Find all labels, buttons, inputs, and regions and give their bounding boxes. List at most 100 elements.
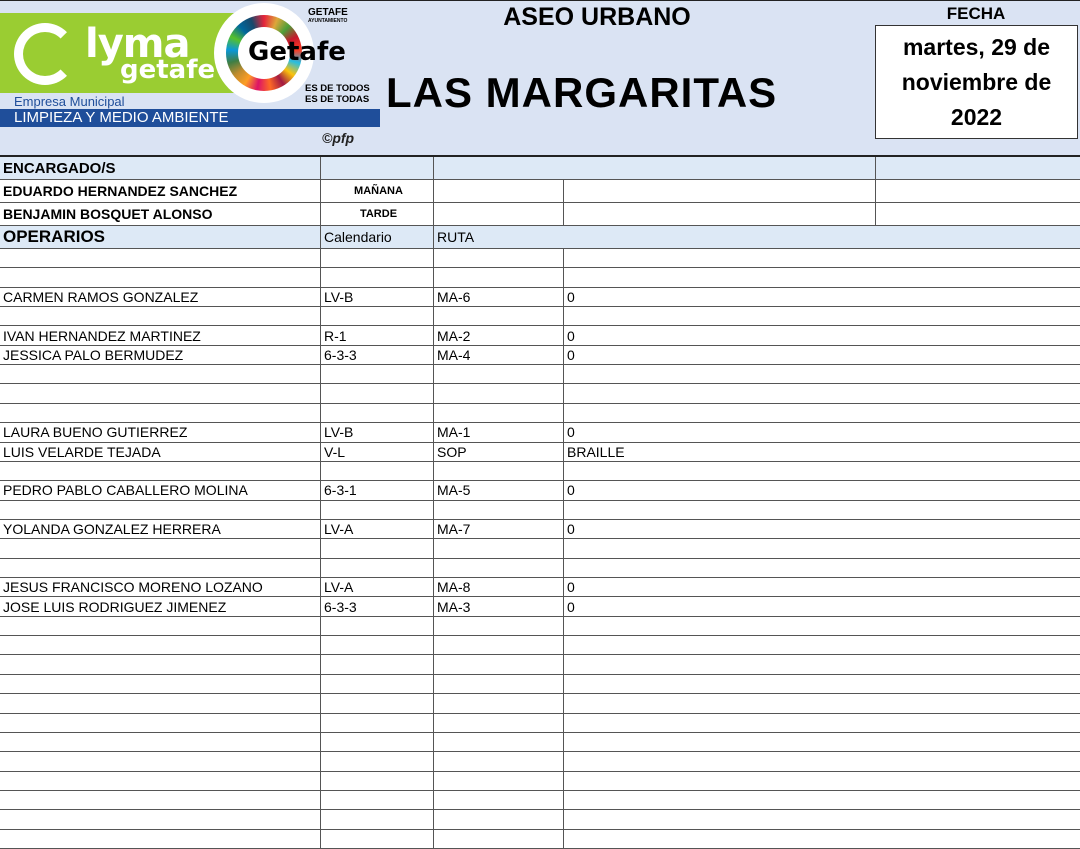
operario-calendario: 6-3-1 [320,481,357,500]
encargado-name: BENJAMIN BOSQUET ALONSO [3,206,213,222]
encargado-shift: TARDE [320,203,433,225]
empresa-label: Empresa Municipal [14,94,125,109]
operario-extra [563,558,567,578]
table-row [0,558,1080,579]
operario-extra: 0 [563,345,575,365]
operario-extra [563,713,567,732]
operario-calendario [320,752,324,771]
operario-name [0,404,3,422]
operario-name [0,675,3,693]
table-row [0,268,1080,288]
operario-name: JOSE LUIS RODRIGUEZ JIMENEZ [3,598,227,615]
table-row: JESSICA PALO BERMUDEZ 6-3-3 MA-4 0 [0,345,1080,366]
operario-calendario [320,771,324,790]
operario-ruta [433,752,437,771]
operario-ruta [433,616,437,636]
operario-ruta: MA-5 [433,481,470,500]
operario-extra [563,752,567,771]
col-ruta: RUTA [433,226,474,248]
operario-calendario [320,790,324,810]
operario-calendario: V-L [320,442,345,461]
operario-ruta [433,790,437,810]
operario-name: CARMEN RAMOS GONZALEZ [3,288,199,305]
operario-ruta [433,268,437,287]
table-row [0,829,1080,849]
operario-name [0,810,3,828]
operario-extra: 0 [563,326,575,345]
lyma-swirl-icon [14,23,76,85]
operario-name [0,636,3,654]
operario-calendario [320,461,324,481]
operario-ruta [433,674,437,694]
table-row [0,461,1080,482]
operario-calendario [320,616,324,636]
table-row: JOSE LUIS RODRIGUEZ JIMENEZ 6-3-3 MA-3 0 [0,597,1080,617]
operario-name [0,830,3,848]
operario-extra [563,616,567,636]
operario-extra [563,636,567,655]
table-row [0,752,1080,772]
operario-ruta: MA-7 [433,519,470,539]
operario-ruta: MA-2 [433,326,470,345]
table-row: PEDRO PABLO CABALLERO MOLINA 6-3-1 MA-5 0 [0,481,1080,501]
operario-calendario: LV-B [320,423,353,442]
operario-name [0,733,3,751]
sheet-header: lyma getafe Getafe ES DE TODOS ES DE TODA… [0,0,1080,157]
operario-name [0,539,3,557]
table-row [0,539,1080,559]
operario-ruta [433,461,437,481]
operario-calendario [320,694,324,713]
operario-calendario [320,810,324,829]
operario-extra [563,694,567,713]
table-row [0,732,1080,753]
table-row [0,674,1080,695]
operario-calendario [320,636,324,655]
table-row [0,384,1080,404]
operario-name [0,791,3,809]
getafe-logo-text: Getafe [248,37,346,67]
table-row [0,249,1080,269]
lyma-logo-text: lyma [85,21,190,67]
sdg-wheel-icon [214,3,314,103]
table-row [0,713,1080,733]
table-row: LUIS VELARDE TEJADA V-L SOP BRAILLE [0,442,1080,462]
table-row: YOLANDA GONZALEZ HERRERA LV-A MA-7 0 [0,519,1080,540]
operario-extra [563,461,567,481]
operario-ruta [433,713,437,732]
operario-calendario [320,365,324,384]
operario-extra [563,810,567,829]
operario-name [0,752,3,770]
operario-name [0,268,3,286]
encargado-shift: MAÑANA [320,180,433,202]
operario-name [0,714,3,732]
operario-calendario [320,539,324,558]
operario-ruta [433,500,437,519]
operario-ruta [433,771,437,790]
operario-name: JESUS FRANCISCO MORENO LOZANO [3,579,263,596]
operario-extra [563,307,567,326]
operario-name [0,307,3,325]
operario-name [0,365,3,383]
table-row: JESUS FRANCISCO MORENO LOZANO LV-A MA-8 0 [0,578,1080,598]
operario-ruta [433,829,437,848]
operario-calendario: LV-A [320,519,353,539]
table-row: IVAN HERNANDEZ MARTINEZ R-1 MA-2 0 [0,326,1080,346]
operario-name [0,772,3,790]
operario-calendario: LV-B [320,287,353,307]
operarios-label: OPERARIOS [3,227,106,246]
operario-calendario: 6-3-3 [320,345,357,365]
encargado-row: EDUARDO HERNANDEZ SANCHEZ MAÑANA [0,180,1080,203]
lyma-logo-subtext: getafe [120,55,216,85]
operario-name [0,559,3,577]
operario-extra [563,829,567,848]
operario-extra [563,539,567,558]
operario-name: JESSICA PALO BERMUDEZ [3,346,184,363]
operario-name: IVAN HERNANDEZ MARTINEZ [3,327,201,344]
operario-ruta: SOP [433,442,467,461]
operario-calendario [320,307,324,326]
table-row [0,810,1080,830]
operario-calendario [320,558,324,578]
operario-extra [563,771,567,790]
operario-calendario [320,713,324,732]
operario-extra: 0 [563,597,575,616]
